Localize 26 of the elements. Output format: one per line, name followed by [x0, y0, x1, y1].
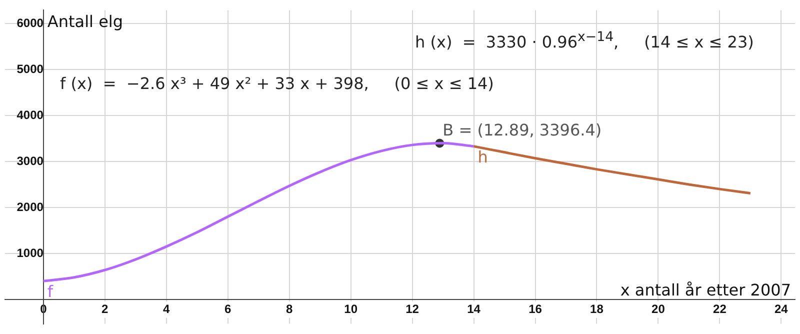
annotation: f (x) = −2.6 x³ + 49 x² + 33 x + 398, (0 ≤ x ≤ 14): [60, 74, 494, 93]
x-tick-label: 4: [163, 302, 170, 316]
series-label: f: [47, 282, 54, 302]
x-tick-label: 22: [713, 302, 727, 316]
y-tick-label: 6000: [16, 16, 44, 30]
series-label: h: [478, 147, 488, 166]
x-tick-label: 2: [102, 302, 109, 316]
y-tick-label: 4000: [16, 108, 44, 122]
x-tick-label: 6: [224, 302, 232, 316]
y-tick-label: 1000: [16, 246, 44, 260]
x-tick-label: 16: [528, 302, 542, 316]
x-tick-label: 14: [467, 302, 481, 316]
line-series: [472, 145, 752, 194]
x-tick-label: 24: [774, 302, 788, 316]
x-tick-label: 12: [406, 302, 420, 316]
x-tick-label: 18: [590, 302, 604, 316]
x-axis-title: x antall år etter 2007: [620, 280, 791, 300]
annotation: B = (12.89, 3396.4): [442, 120, 602, 140]
y-tick-label: 5000: [16, 62, 44, 76]
x-tick-label: 20: [652, 302, 666, 316]
y-tick-label: 3000: [16, 154, 44, 168]
y-axis-title: Antall elg: [47, 12, 124, 32]
x-tick-label: 10: [344, 302, 358, 316]
annotation: h (x) = 3330 · 0.96$^{x−14}$, (14 ≤ x ≤ 23): [415, 30, 754, 52]
x-tick-label: 8: [286, 302, 293, 316]
y-tick-label: 2000: [16, 200, 44, 214]
